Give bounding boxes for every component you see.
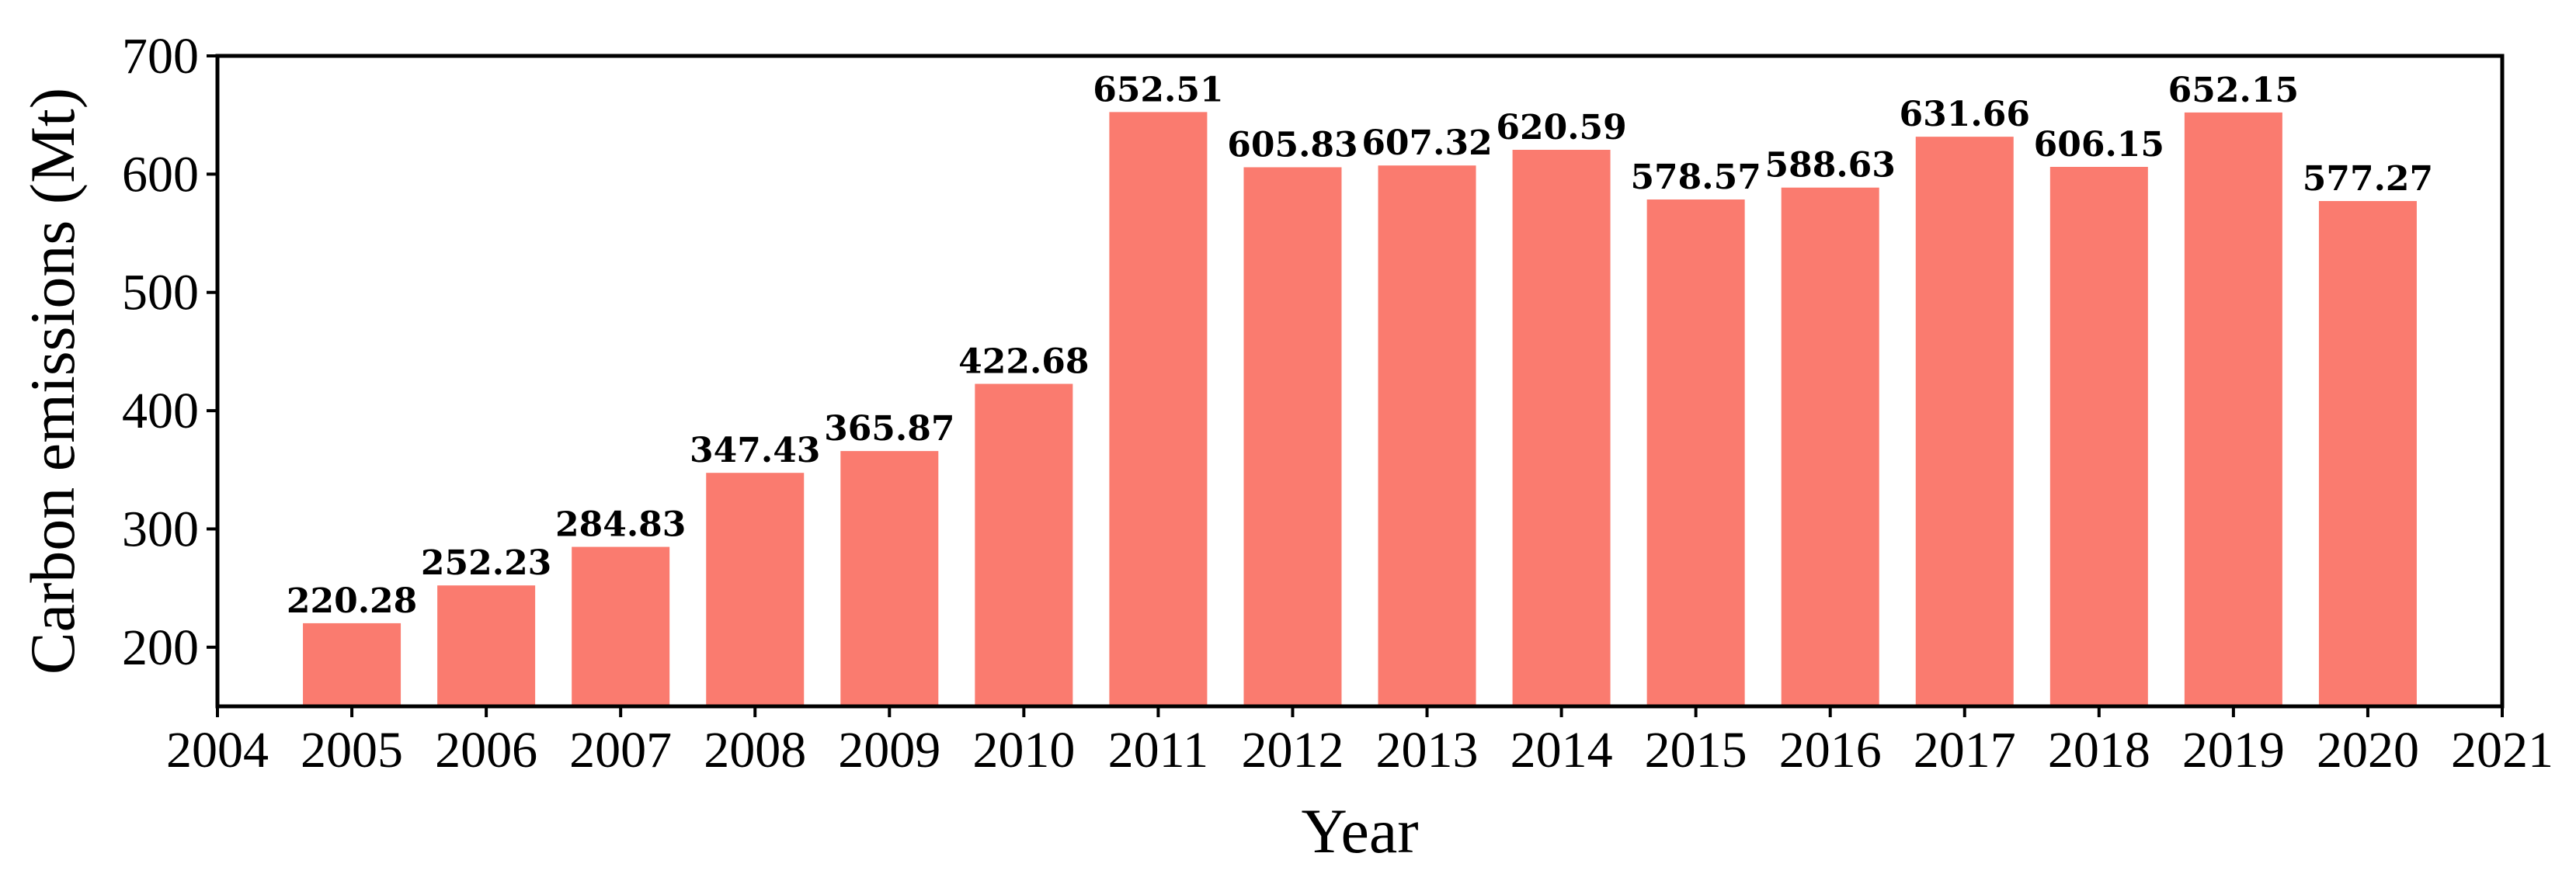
bar-2015 xyxy=(1646,199,1745,707)
x-tick-label-2015: 2015 xyxy=(1645,722,1747,779)
bar-2009 xyxy=(840,451,939,706)
x-tick-label-2008: 2008 xyxy=(704,722,806,779)
plot-frame xyxy=(215,54,2505,709)
y-tick-label-400: 400 xyxy=(122,383,199,439)
bar-2012 xyxy=(1243,167,1342,706)
x-tick-label-2017: 2017 xyxy=(1914,722,2016,779)
x-tick-label-2004: 2004 xyxy=(166,722,269,779)
bar-2005 xyxy=(303,623,402,706)
bar-2011 xyxy=(1109,112,1208,707)
x-axis-title: Year xyxy=(1301,796,1418,866)
data-label-2006: 252.23 xyxy=(421,543,551,583)
y-tick-label-500: 500 xyxy=(122,265,199,321)
bar-2020 xyxy=(2318,200,2417,707)
x-tick-label-2009: 2009 xyxy=(838,722,940,779)
y-tick-label-600: 600 xyxy=(122,146,199,203)
bar-2010 xyxy=(975,383,1073,706)
data-label-2012: 605.83 xyxy=(1227,125,1358,165)
y-axis: 200 300 400 500 600 700 xyxy=(122,28,217,676)
bar-2018 xyxy=(2049,166,2148,706)
data-label-2020: 577.27 xyxy=(2303,159,2433,199)
bar-2017 xyxy=(1915,137,2014,706)
x-tick-label-2012: 2012 xyxy=(1241,722,1344,779)
bar-2007 xyxy=(572,546,670,706)
x-tick-label-2005: 2005 xyxy=(301,722,403,779)
data-label-2013: 607.32 xyxy=(1361,123,1492,163)
x-tick-label-2013: 2013 xyxy=(1376,722,1479,779)
data-label-2010: 422.68 xyxy=(958,342,1089,382)
data-label-2019: 652.15 xyxy=(2168,71,2299,110)
x-tick-label-2014: 2014 xyxy=(1510,722,1613,779)
x-tick-label-2021: 2021 xyxy=(2451,722,2553,779)
x-tick-label-2018: 2018 xyxy=(2048,722,2150,779)
data-label-2014: 620.59 xyxy=(1496,108,1626,147)
x-tick-label-2016: 2016 xyxy=(1779,722,1882,779)
data-label-2018: 606.15 xyxy=(2034,125,2164,165)
bar-2013 xyxy=(1378,165,1476,706)
x-tick-label-2011: 2011 xyxy=(1108,722,1209,779)
data-label-2007: 284.83 xyxy=(555,505,686,545)
data-label-2005: 220.28 xyxy=(287,581,417,621)
x-tick-label-2020: 2020 xyxy=(2317,722,2419,779)
data-label-2015: 578.57 xyxy=(1630,158,1761,197)
x-tick-label-2010: 2010 xyxy=(972,722,1075,779)
bar-2019 xyxy=(2184,112,2282,706)
y-axis-title: Carbon emissions (Mt) xyxy=(17,88,88,675)
x-tick-label-2007: 2007 xyxy=(569,722,672,779)
bars-layer xyxy=(303,112,2417,707)
data-label-2009: 365.87 xyxy=(824,409,954,449)
bar-2008 xyxy=(706,473,805,706)
data-label-2016: 588.63 xyxy=(1765,146,1896,186)
y-tick-label-200: 200 xyxy=(122,619,199,676)
x-tick-label-2019: 2019 xyxy=(2182,722,2285,779)
y-tick-label-700: 700 xyxy=(122,28,199,85)
data-label-2017: 631.66 xyxy=(1900,95,2030,134)
x-tick-label-2006: 2006 xyxy=(435,722,537,779)
bar-2016 xyxy=(1781,187,1879,706)
bar-2014 xyxy=(1512,149,1611,707)
data-label-2008: 347.43 xyxy=(690,431,820,470)
x-axis: 2004 2005 2006 2007 2008 2009 2010 2011 2012 2013… xyxy=(166,706,2553,779)
bar-2006 xyxy=(437,585,536,706)
data-label-2011: 652.51 xyxy=(1093,70,1223,109)
y-tick-label-300: 300 xyxy=(122,501,199,557)
